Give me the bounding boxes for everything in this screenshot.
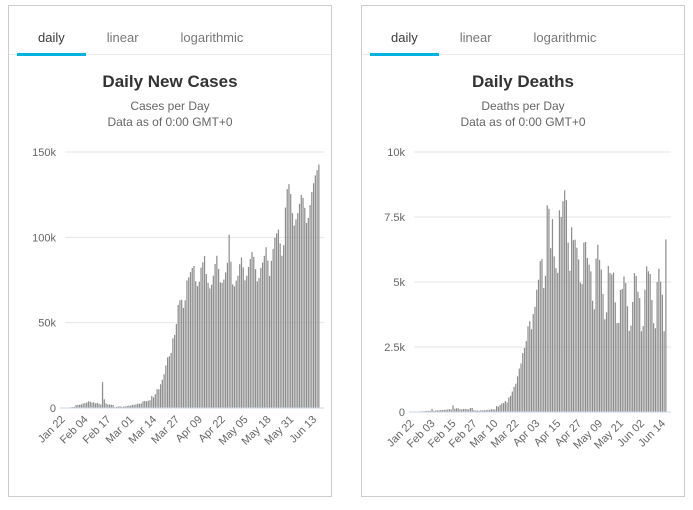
y-axis-label: 7.5k [384,212,405,224]
chart-subtitle: Data as of 0:00 GMT+0 [107,114,233,129]
chart-title: Daily Deaths [471,72,575,91]
chart-subtitle: Cases per Day [130,99,210,113]
chart-subtitle: Data as of 0:00 GMT+0 [460,114,586,129]
daily-deaths-panel: daily linear logarithmic Daily Deaths De… [361,5,685,497]
daily-new-cases-panel: daily linear logarithmic Daily New Cases… [8,5,332,497]
tab-linear[interactable]: linear [106,30,139,45]
y-axis-label: 100k [32,233,56,245]
bars [414,190,667,413]
tab-daily[interactable]: daily [370,21,439,56]
bars [65,164,320,409]
tab-logarithmic[interactable]: logarithmic [180,30,244,45]
daily-deaths-chart[interactable]: 0 2.5k 5k 7.5k 10k Jan 22 Feb 03 Feb 15 Feb 27 Ma… [362,138,684,483]
y-axis-label: 0 [50,403,56,415]
chart-tabs: daily linear logarithmic [9,21,331,56]
tab-logarithmic[interactable]: logarithmic [533,30,597,45]
y-axis-label: 150k [32,147,56,159]
chart-tabs: daily linear logarithmic [362,21,684,56]
y-axis-label: 10k [387,147,405,159]
y-axis-label: 5k [393,277,405,289]
y-axis-label: 50k [38,318,56,330]
y-axis-label: 0 [399,407,405,419]
tab-linear[interactable]: linear [459,30,492,45]
y-axis-label: 2.5k [384,342,405,354]
chart-subtitle: Deaths per Day [481,99,565,113]
chart-title: Daily New Cases [102,72,238,91]
tab-daily[interactable]: daily [17,21,86,56]
daily-new-cases-chart[interactable]: 0 50k 100k 150k Jan 22 Feb 04 Feb 17 Mar 01 Mar … [9,138,331,483]
